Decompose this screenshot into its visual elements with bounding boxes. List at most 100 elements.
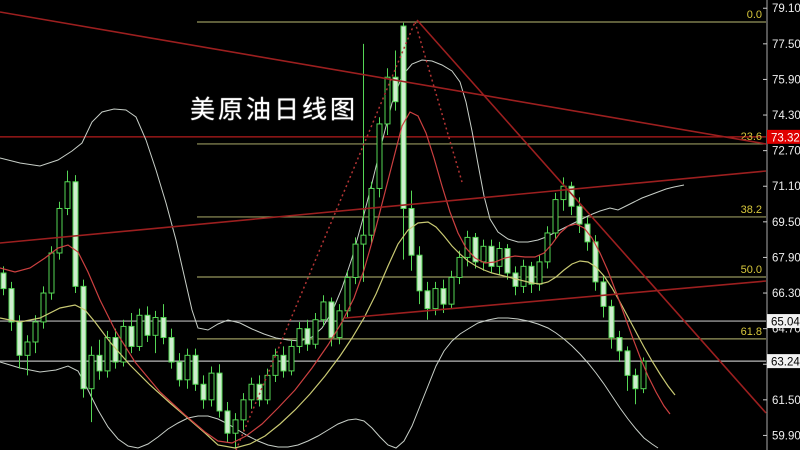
candle-52 [416, 246, 423, 305]
candle-body [576, 205, 583, 225]
candle-body [552, 199, 559, 234]
candle-25 [200, 375, 207, 409]
candle-body [192, 354, 199, 385]
candle-body [256, 383, 263, 401]
moving-averages [0, 111, 676, 449]
fibonacci-retracement: 0.023.638.250.061.8 [197, 9, 766, 340]
price-badge-text: 65.04 [771, 317, 800, 329]
axis-tick-label: 61.50 [772, 395, 800, 407]
candle-27 [216, 364, 223, 418]
candle-body [24, 341, 31, 356]
candle-body [232, 419, 239, 434]
candle-body [440, 288, 447, 305]
candle-35 [280, 346, 287, 378]
candle-body [8, 288, 15, 323]
candle-body [272, 354, 279, 376]
candle-body [520, 265, 527, 287]
price-axis[interactable]: 79.10 77.50 75.90 74.30 72.70 71.10 69.50 67.90… [763, 0, 800, 450]
candle-body [392, 76, 399, 103]
candle-23 [184, 348, 191, 389]
candle-body [56, 207, 63, 254]
candle-20 [160, 304, 167, 345]
candle-body [104, 337, 111, 372]
candle-45 [360, 43, 367, 282]
candle-body [360, 234, 367, 245]
candle-80 [640, 357, 647, 394]
trendline-objects [0, 11, 767, 450]
candle-26 [208, 366, 215, 407]
candle-28 [224, 402, 231, 443]
axis-tick-label: 74.30 [772, 110, 800, 122]
candle-34 [272, 348, 279, 383]
candle-body [376, 123, 383, 189]
dashed-rally-line[interactable] [235, 21, 416, 450]
candle-body [0, 272, 7, 290]
candle-19 [152, 310, 159, 354]
fib-label-0.0: 0.0 [747, 9, 762, 21]
ascending-support[interactable] [344, 280, 767, 319]
candle-body [384, 76, 391, 125]
candle-5 [40, 286, 47, 329]
steep-descending-from-peak[interactable] [416, 19, 767, 414]
long-descending-resistance[interactable] [0, 11, 767, 145]
price-badge-63.24 [767, 354, 800, 369]
candle-body [176, 361, 183, 381]
candle-39 [312, 313, 319, 349]
candle-body [216, 372, 223, 412]
candle-9 [72, 175, 79, 294]
candle-56 [448, 270, 455, 309]
candle-body [528, 265, 535, 285]
candle-36 [288, 339, 295, 376]
candle-32 [256, 375, 263, 407]
candle-body [112, 337, 119, 363]
candle-63 [504, 244, 511, 280]
candle-body [208, 372, 215, 401]
candle-40 [320, 295, 327, 327]
candle-body [616, 337, 623, 352]
fib-label-50.0: 50.0 [741, 264, 762, 276]
candle-body [240, 399, 247, 421]
candle-body [592, 241, 599, 283]
ma-slow-yellow [0, 221, 676, 449]
candle-29 [232, 413, 239, 449]
candle-body [304, 328, 311, 345]
candle-16 [128, 313, 135, 354]
candle-body [488, 245, 495, 267]
candle-30 [240, 393, 247, 431]
candle-body [432, 288, 439, 310]
candle-68 [544, 226, 551, 269]
price-badge-text: 63.24 [771, 357, 800, 369]
candle-body [560, 185, 567, 201]
candle-50 [400, 22, 407, 260]
candle-3 [24, 335, 31, 376]
candle-65 [520, 259, 527, 294]
candle-46 [368, 181, 375, 245]
candle-37 [296, 321, 303, 354]
candle-0 [0, 266, 7, 296]
candle-44 [352, 237, 359, 285]
fib-label-38.2: 38.2 [741, 204, 762, 216]
candle-body [504, 248, 511, 274]
candle-70 [560, 177, 567, 211]
candle-body [88, 354, 95, 390]
chart-title: 美原油日线图 [190, 95, 359, 124]
candle-61 [488, 239, 495, 274]
axis-panel [767, 0, 800, 450]
ascending-resistance[interactable] [0, 170, 767, 244]
candle-body [144, 314, 151, 336]
candle-47 [376, 117, 383, 198]
candle-59 [472, 232, 479, 269]
candle-body [368, 187, 375, 236]
candle-body [424, 290, 431, 310]
axis-tick-label: 59.90 [772, 430, 800, 442]
axis-tick-label: 66.30 [772, 288, 800, 300]
candle-body [344, 276, 351, 312]
candle-body [136, 314, 143, 347]
candle-38 [304, 319, 311, 351]
candle-body [400, 25, 407, 209]
candle-31 [248, 377, 255, 409]
candle-7 [56, 201, 63, 260]
candle-body [184, 354, 191, 381]
